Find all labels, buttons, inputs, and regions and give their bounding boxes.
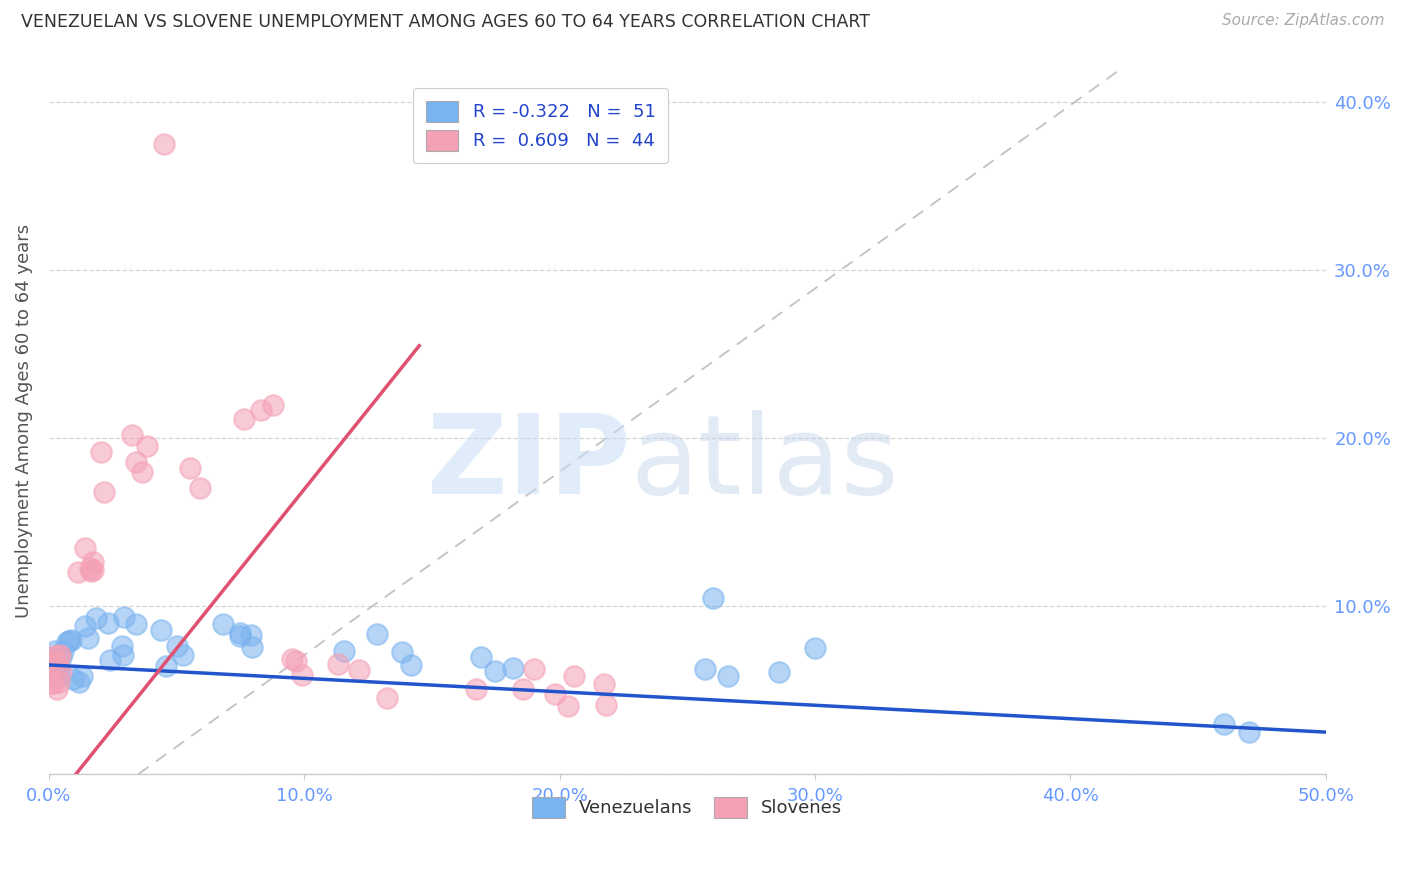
Point <box>93 484 115 499</box>
Point <box>80 564 103 578</box>
Point <box>1237 725 1260 739</box>
Point <box>375 690 398 705</box>
Point <box>44 644 66 658</box>
Point <box>465 682 488 697</box>
Point <box>39 650 62 665</box>
Point <box>240 640 263 655</box>
Point <box>38 653 60 667</box>
Point <box>79 561 101 575</box>
Point <box>166 639 188 653</box>
Point <box>41 676 63 690</box>
Point <box>42 649 65 664</box>
Point <box>333 644 356 658</box>
Point <box>72 669 94 683</box>
Point <box>97 616 120 631</box>
Point <box>48 661 70 675</box>
Point <box>523 662 546 676</box>
Point <box>172 648 194 662</box>
Point <box>46 668 69 682</box>
Point <box>77 632 100 646</box>
Point <box>60 633 83 648</box>
Point <box>262 398 284 412</box>
Point <box>51 649 73 664</box>
Point <box>44 655 66 669</box>
Point <box>38 671 60 685</box>
Point <box>44 660 66 674</box>
Point <box>62 672 84 686</box>
Point <box>111 648 134 662</box>
Point <box>38 653 60 667</box>
Legend: Venezuelans, Slovenes: Venezuelans, Slovenes <box>524 789 849 825</box>
Point <box>512 682 534 697</box>
Point <box>250 402 273 417</box>
Point <box>229 626 252 640</box>
Point <box>212 616 235 631</box>
Point <box>67 565 90 579</box>
Point <box>124 455 146 469</box>
Point <box>41 657 63 672</box>
Point <box>82 556 104 570</box>
Point <box>179 461 201 475</box>
Point <box>1212 716 1234 731</box>
Point <box>717 669 740 683</box>
Point <box>562 669 585 683</box>
Point <box>73 541 96 556</box>
Point <box>155 658 177 673</box>
Point <box>52 644 75 658</box>
Point <box>121 428 143 442</box>
Point <box>44 661 66 675</box>
Point <box>82 562 104 576</box>
Point <box>326 657 349 672</box>
Point <box>768 665 790 680</box>
Point <box>484 664 506 678</box>
Point <box>366 627 388 641</box>
Point <box>135 439 157 453</box>
Point <box>804 641 827 656</box>
Point <box>67 674 90 689</box>
Point <box>48 674 70 689</box>
Point <box>112 609 135 624</box>
Y-axis label: Unemployment Among Ages 60 to 64 years: Unemployment Among Ages 60 to 64 years <box>15 224 32 618</box>
Point <box>281 652 304 666</box>
Point <box>125 616 148 631</box>
Point <box>188 481 211 495</box>
Point <box>470 649 492 664</box>
Point <box>131 465 153 479</box>
Point <box>285 654 308 668</box>
Point <box>150 623 173 637</box>
Point <box>557 698 579 713</box>
Point <box>593 677 616 691</box>
Text: ZIP: ZIP <box>426 410 630 517</box>
Point <box>233 411 256 425</box>
Point <box>544 688 567 702</box>
Point <box>45 660 67 674</box>
Point <box>702 591 724 605</box>
Point <box>49 648 72 662</box>
Point <box>502 661 524 675</box>
Point <box>291 667 314 681</box>
Point <box>347 663 370 677</box>
Point <box>228 629 250 643</box>
Text: Source: ZipAtlas.com: Source: ZipAtlas.com <box>1222 13 1385 29</box>
Text: VENEZUELAN VS SLOVENE UNEMPLOYMENT AMONG AGES 60 TO 64 YEARS CORRELATION CHART: VENEZUELAN VS SLOVENE UNEMPLOYMENT AMONG… <box>21 13 870 31</box>
Point <box>56 634 79 648</box>
Point <box>391 645 413 659</box>
Point <box>39 676 62 690</box>
Point <box>401 657 423 672</box>
Point <box>48 649 70 664</box>
Point <box>239 628 262 642</box>
Point <box>84 611 107 625</box>
Point <box>46 681 69 696</box>
Point <box>111 639 134 653</box>
Point <box>90 445 112 459</box>
Point <box>58 633 80 648</box>
Text: atlas: atlas <box>630 410 898 517</box>
Point <box>49 665 72 679</box>
Point <box>153 137 176 152</box>
Point <box>98 652 121 666</box>
Point <box>73 618 96 632</box>
Point <box>695 662 717 676</box>
Point <box>595 698 617 712</box>
Point <box>46 660 69 674</box>
